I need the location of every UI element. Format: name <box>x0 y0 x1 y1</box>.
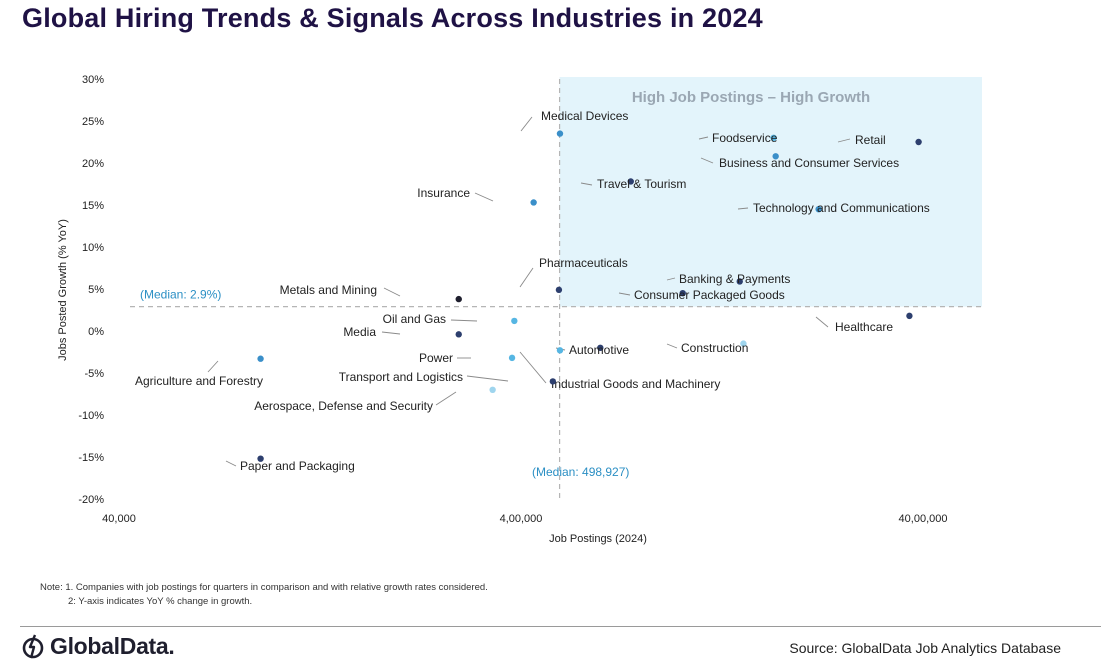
note-line-2: 2: Y-axis indicates YoY % change in grow… <box>68 596 253 607</box>
y-tick-label: -20% <box>78 494 104 506</box>
y-tick-label: -10% <box>78 410 104 422</box>
leader-line <box>666 277 676 281</box>
median-x-label: (Median: 498,927) <box>532 465 629 479</box>
data-point <box>257 355 264 362</box>
x-tick-label: 40,000 <box>102 513 136 525</box>
logo-text: GlobalData. <box>50 633 175 659</box>
point-label: Industrial Goods and Machinery <box>551 377 720 391</box>
data-point <box>627 178 634 185</box>
point-label: Oil and Gas <box>383 312 446 326</box>
leader-line <box>435 391 457 406</box>
leader-line <box>666 343 678 349</box>
point-label: Consumer Packaged Goods <box>634 288 785 302</box>
high-high-quadrant <box>559 77 982 307</box>
leader-line <box>474 192 494 202</box>
y-tick-label: 10% <box>82 242 104 254</box>
point-label: Metals and Mining <box>280 283 377 297</box>
x-axis-label: Job Postings (2024) <box>549 533 647 545</box>
x-tick-label: 4,00,000 <box>500 513 543 525</box>
leader-line <box>698 136 709 140</box>
data-point <box>530 199 537 206</box>
point-label: Agriculture and Forestry <box>135 374 263 388</box>
point-label: Healthcare <box>835 320 893 334</box>
data-point <box>508 354 516 362</box>
y-tick-label: -15% <box>78 452 104 464</box>
chart-title: Global Hiring Trends & Signals Across In… <box>22 3 763 33</box>
data-point <box>257 455 264 462</box>
quadrant-label: High Job Postings – High Growth <box>632 89 870 106</box>
leader-line <box>519 351 547 384</box>
data-point <box>556 130 564 137</box>
y-tick-label: 5% <box>88 284 104 296</box>
leader-line <box>450 319 478 322</box>
leader-line <box>519 267 534 288</box>
median-y-label: (Median: 2.9%) <box>140 288 221 302</box>
point-label: Pharmaceuticals <box>539 256 628 270</box>
point-label: Power <box>419 351 453 365</box>
leader-line <box>520 116 533 132</box>
y-tick-label: 25% <box>82 116 104 128</box>
leader-line <box>383 287 401 297</box>
point-label: Media <box>343 325 376 339</box>
data-point <box>815 206 822 213</box>
point-label: Paper and Packaging <box>240 459 355 473</box>
data-point <box>772 153 779 160</box>
leader-line <box>837 138 851 143</box>
data-point <box>740 340 747 347</box>
data-point <box>736 278 743 285</box>
data-point <box>556 347 564 354</box>
leader-line <box>815 316 829 328</box>
data-point <box>555 286 563 294</box>
y-tick-label: 15% <box>82 200 104 212</box>
data-point <box>906 312 913 320</box>
leader-line <box>618 292 631 296</box>
data-point <box>679 290 686 297</box>
x-tick-label: 40,00,000 <box>899 513 948 525</box>
data-point <box>915 138 922 146</box>
point-label: Insurance <box>417 186 470 200</box>
data-point <box>489 386 496 393</box>
y-tick-label: 20% <box>82 158 104 170</box>
point-label: Transport and Logistics <box>339 370 463 384</box>
point-label: Medical Devices <box>541 109 628 123</box>
data-point <box>455 331 462 338</box>
data-point <box>511 317 518 325</box>
point-label: Technology and Communications <box>753 201 930 215</box>
point-label: Business and Consumer Services <box>719 156 899 170</box>
leader-line <box>700 157 714 164</box>
data-point <box>549 378 557 385</box>
leader-line <box>737 207 749 210</box>
y-tick-label: 0% <box>88 326 104 338</box>
leader-line <box>225 460 237 467</box>
globaldata-logo-icon <box>22 634 44 658</box>
globaldata-logo: GlobalData. <box>22 633 175 660</box>
scatter-chart: High Job Postings – High Growth (Median: … <box>57 74 982 545</box>
point-label: Automotive <box>569 343 629 357</box>
data-point <box>455 295 462 303</box>
leader-line <box>580 182 593 186</box>
y-tick-label: -5% <box>84 368 104 380</box>
data-point <box>597 344 604 351</box>
point-label: Aerospace, Defense and Security <box>254 399 433 413</box>
y-tick-label: 30% <box>82 74 104 86</box>
point-label: Foodservice <box>712 131 778 145</box>
point-label: Banking & Payments <box>679 272 790 286</box>
source-text: Source: GlobalData Job Analytics Databas… <box>789 640 1061 656</box>
point-label: Construction <box>681 341 748 355</box>
point-label: Travel & Tourism <box>597 177 686 191</box>
leader-line <box>207 360 219 373</box>
footer-divider <box>20 626 1101 627</box>
data-point <box>770 134 777 141</box>
leader-line <box>466 375 509 382</box>
note-line-1: Note: 1. Companies with job postings for… <box>40 582 488 593</box>
point-label: Retail <box>855 133 886 147</box>
y-axis-label: Jobs Posted Growth (% YoY) <box>57 219 69 361</box>
leader-line <box>381 331 401 335</box>
